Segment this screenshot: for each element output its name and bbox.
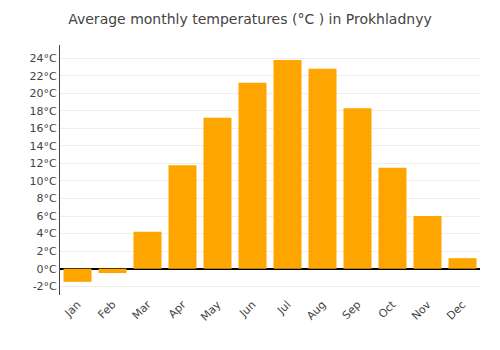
svg-text:Oct: Oct: [376, 298, 399, 321]
svg-text:Aug: Aug: [304, 298, 328, 322]
svg-text:4°C: 4°C: [37, 227, 57, 240]
svg-text:Jan: Jan: [62, 298, 84, 320]
svg-text:8°C: 8°C: [37, 192, 57, 205]
svg-text:14°C: 14°C: [30, 140, 57, 153]
svg-text:10°C: 10°C: [30, 175, 57, 188]
svg-text:Average monthly temperatures (: Average monthly temperatures (°C ) in Pr…: [68, 11, 432, 27]
svg-text:2°C: 2°C: [37, 245, 57, 258]
svg-text:Nov: Nov: [409, 298, 434, 323]
svg-text:12°C: 12°C: [30, 157, 57, 170]
svg-text:16°C: 16°C: [30, 122, 57, 135]
svg-text:18°C: 18°C: [30, 105, 57, 118]
svg-text:May: May: [198, 298, 224, 324]
svg-text:6°C: 6°C: [37, 210, 57, 223]
svg-text:24°C: 24°C: [30, 52, 57, 65]
svg-text:Jun: Jun: [236, 298, 258, 320]
svg-text:-2°C: -2°C: [33, 280, 57, 293]
svg-text:Sep: Sep: [340, 298, 364, 322]
svg-text:Apr: Apr: [166, 298, 189, 321]
svg-text:Feb: Feb: [96, 298, 119, 321]
svg-text:20°C: 20°C: [30, 87, 57, 100]
svg-text:Dec: Dec: [444, 298, 468, 322]
svg-text:0°C: 0°C: [37, 263, 57, 276]
svg-text:Jul: Jul: [274, 298, 293, 317]
svg-text:Mar: Mar: [130, 298, 154, 322]
svg-text:22°C: 22°C: [30, 70, 57, 83]
